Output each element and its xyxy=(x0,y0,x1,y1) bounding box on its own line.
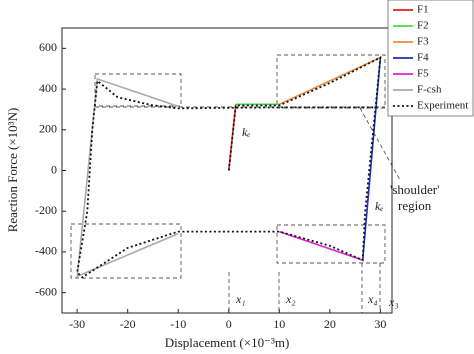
y-tick-label: 600 xyxy=(39,40,57,54)
series-line xyxy=(361,57,382,261)
y-tick-label: 200 xyxy=(39,122,57,136)
legend-label: F3 xyxy=(417,36,429,48)
annotation: x₂ xyxy=(285,292,296,306)
x-tick-label: 20 xyxy=(324,317,336,331)
highlight-box xyxy=(276,54,386,109)
y-tick-label: 0 xyxy=(51,162,57,176)
x-tick-label: -10 xyxy=(170,317,186,331)
y-tick-label: -600 xyxy=(35,284,57,298)
highlight-box xyxy=(94,73,182,107)
annotation: kₑ xyxy=(242,125,250,139)
annotation: region xyxy=(398,198,432,213)
x-axis-label: Displacement (×10⁻³m) xyxy=(165,335,290,350)
series-line xyxy=(279,230,363,261)
legend-label: Experiment xyxy=(417,100,468,112)
annotation: kₑ xyxy=(375,199,383,213)
y-tick-label: -200 xyxy=(35,203,57,217)
annotation: x₃ xyxy=(388,295,399,309)
legend-label: F-csh xyxy=(417,84,442,96)
annotation: x₄ xyxy=(367,292,378,306)
highlight-box xyxy=(70,223,182,279)
annotation: 'shoulder' xyxy=(390,182,439,197)
series-line xyxy=(76,77,179,278)
legend-label: F5 xyxy=(417,68,429,80)
legend-label: F1 xyxy=(417,4,429,16)
x-tick-label: 0 xyxy=(226,317,232,331)
pointer-line xyxy=(359,107,401,181)
x-tick-label: 30 xyxy=(374,317,386,331)
x-tick-label: -30 xyxy=(69,317,85,331)
y-tick-label: 400 xyxy=(39,81,57,95)
highlight-box xyxy=(276,224,386,264)
series-line xyxy=(278,56,381,106)
x-tick-label: 10 xyxy=(273,317,285,331)
x-tick-label: -20 xyxy=(120,317,136,331)
annotation: x₁ xyxy=(235,292,246,306)
plot-frame xyxy=(61,27,393,314)
legend-label: F4 xyxy=(417,52,429,64)
series-line xyxy=(76,55,382,279)
y-tick-label: -400 xyxy=(35,244,57,258)
legend-label: F2 xyxy=(417,20,429,32)
y-axis-label: Reaction Force (×10³N) xyxy=(5,108,20,233)
